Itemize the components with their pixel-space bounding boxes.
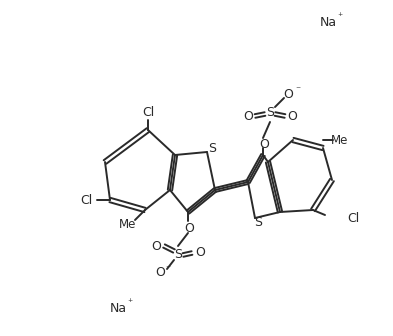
- Text: Me: Me: [331, 133, 349, 146]
- Text: ⁺: ⁺: [337, 12, 343, 22]
- Text: ⁻: ⁻: [296, 85, 301, 95]
- Text: O: O: [283, 87, 293, 100]
- Text: O: O: [287, 111, 297, 124]
- Text: ⁻: ⁻: [165, 264, 171, 274]
- Text: Me: Me: [119, 218, 137, 232]
- Text: O: O: [155, 266, 165, 280]
- Text: O: O: [195, 246, 205, 258]
- Text: Cl: Cl: [80, 194, 92, 207]
- Text: O: O: [259, 137, 269, 151]
- Text: Cl: Cl: [142, 106, 154, 119]
- Text: S: S: [254, 216, 262, 229]
- Text: S: S: [266, 106, 274, 119]
- Text: Cl: Cl: [347, 211, 359, 224]
- Text: O: O: [243, 111, 253, 124]
- Text: ⁺: ⁺: [127, 298, 132, 308]
- Text: S: S: [174, 249, 182, 261]
- Text: Na: Na: [109, 301, 127, 314]
- Text: O: O: [151, 241, 161, 253]
- Text: Na: Na: [320, 15, 336, 29]
- Text: O: O: [184, 221, 194, 235]
- Text: S: S: [208, 142, 216, 156]
